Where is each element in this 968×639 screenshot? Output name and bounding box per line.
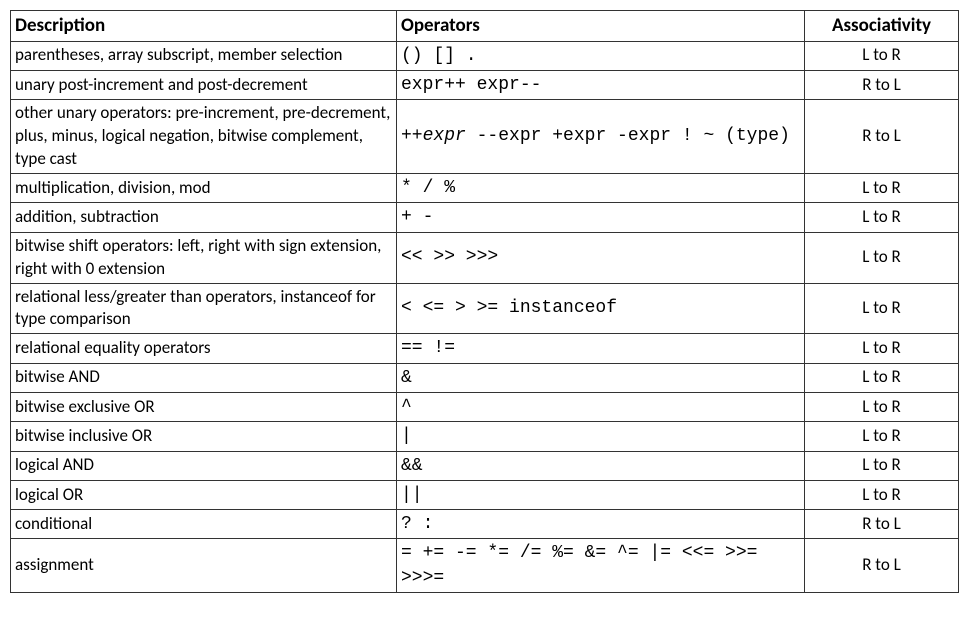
cell-operators: ^ (397, 392, 805, 421)
col-header-associativity: Associativity (805, 11, 959, 42)
cell-description: unary post-increment and post-decrement (11, 70, 397, 99)
table-row: bitwise AND & L to R (11, 363, 959, 392)
cell-operators: * / % (397, 174, 805, 203)
cell-operators: && (397, 451, 805, 480)
table-row: unary post-increment and post-decrement … (11, 70, 959, 99)
table-row: multiplication, division, mod * / % L to… (11, 174, 959, 203)
cell-associativity: R to L (805, 510, 959, 539)
table-row: bitwise shift operators: left, right wit… (11, 232, 959, 283)
cell-associativity: L to R (805, 451, 959, 480)
cell-operators: expr++ expr-- (397, 70, 805, 99)
cell-associativity: L to R (805, 480, 959, 509)
cell-associativity: L to R (805, 392, 959, 421)
cell-operators: & (397, 363, 805, 392)
cell-description: relational equality operators (11, 334, 397, 363)
cell-description: addition, subtraction (11, 203, 397, 232)
table-row: relational equality operators == != L to… (11, 334, 959, 363)
table-row: assignment = += -= *= /= %= &= ^= |= <<=… (11, 539, 959, 593)
cell-operators: << >> >>> (397, 232, 805, 283)
cell-description: relational less/greater than operators, … (11, 283, 397, 334)
cell-description: conditional (11, 510, 397, 539)
cell-associativity: L to R (805, 422, 959, 451)
cell-description: logical AND (11, 451, 397, 480)
cell-associativity: L to R (805, 41, 959, 70)
cell-description: bitwise shift operators: left, right wit… (11, 232, 397, 283)
col-header-description: Description (11, 11, 397, 42)
cell-associativity: R to L (805, 100, 959, 174)
cell-operators: ? : (397, 510, 805, 539)
table-row: addition, subtraction + - L to R (11, 203, 959, 232)
cell-operators: = += -= *= /= %= &= ^= |= <<= >>= >>>= (397, 539, 805, 593)
table-row: relational less/greater than operators, … (11, 283, 959, 334)
cell-operators: ++expr --expr +expr -expr ! ~ (type) (397, 100, 805, 174)
cell-associativity: L to R (805, 232, 959, 283)
cell-description: bitwise exclusive OR (11, 392, 397, 421)
cell-associativity: L to R (805, 283, 959, 334)
op-italic: expr (423, 126, 466, 146)
col-header-operators: Operators (397, 11, 805, 42)
cell-operators: < <= > >= instanceof (397, 283, 805, 334)
op-prefix: ++ (401, 126, 423, 146)
cell-associativity: L to R (805, 363, 959, 392)
table-row: parentheses, array subscript, member sel… (11, 41, 959, 70)
table-row: bitwise inclusive OR | L to R (11, 422, 959, 451)
cell-description: other unary operators: pre-increment, pr… (11, 100, 397, 174)
cell-operators: | (397, 422, 805, 451)
cell-description: bitwise inclusive OR (11, 422, 397, 451)
cell-description: parentheses, array subscript, member sel… (11, 41, 397, 70)
operator-precedence-table: Description Operators Associativity pare… (10, 10, 959, 593)
table-row: other unary operators: pre-increment, pr… (11, 100, 959, 174)
cell-operators: == != (397, 334, 805, 363)
cell-associativity: L to R (805, 203, 959, 232)
cell-associativity: L to R (805, 334, 959, 363)
cell-description: assignment (11, 539, 397, 593)
cell-operators: + - (397, 203, 805, 232)
table-row: bitwise exclusive OR ^ L to R (11, 392, 959, 421)
cell-operators: () [] . (397, 41, 805, 70)
table-row: logical AND && L to R (11, 451, 959, 480)
op-suffix: --expr +expr -expr ! ~ (type) (466, 126, 790, 146)
cell-description: multiplication, division, mod (11, 174, 397, 203)
cell-associativity: L to R (805, 174, 959, 203)
cell-description: logical OR (11, 480, 397, 509)
cell-description: bitwise AND (11, 363, 397, 392)
table-row: conditional ? : R to L (11, 510, 959, 539)
table-header-row: Description Operators Associativity (11, 11, 959, 42)
cell-operators: || (397, 480, 805, 509)
cell-associativity: R to L (805, 70, 959, 99)
cell-associativity: R to L (805, 539, 959, 593)
table-row: logical OR || L to R (11, 480, 959, 509)
